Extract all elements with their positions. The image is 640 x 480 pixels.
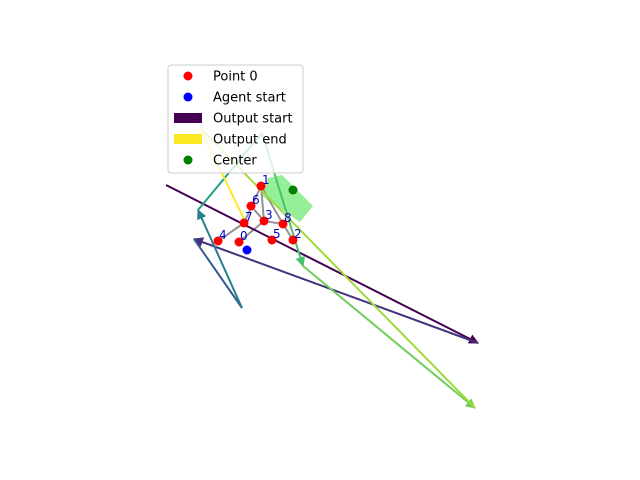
point-label: 2 (294, 227, 302, 241)
point-label: 3 (265, 208, 273, 222)
point-label: 8 (284, 211, 292, 225)
trajectory-segment (199, 127, 476, 409)
legend-label: Agent start (213, 91, 286, 106)
trajectory-segment (165, 184, 479, 344)
trajectory-segment (193, 238, 243, 309)
point-marker (234, 237, 244, 247)
legend-label: Point 0 (213, 70, 258, 85)
point-label: 6 (252, 193, 260, 207)
legend-frame (167, 64, 304, 174)
legend-patch (174, 113, 202, 123)
point-marker (259, 216, 269, 226)
point-label: 4 (219, 228, 227, 242)
highlight-polygon (262, 175, 313, 222)
trajectory-segment (302, 265, 476, 409)
point-marker (213, 236, 223, 246)
legend-marker (183, 155, 193, 165)
shape-edge (217, 222, 245, 242)
trajectory-segment (193, 237, 479, 344)
point-marker (288, 235, 298, 245)
legend-label: Center (213, 154, 257, 169)
points-layer: 0 1 2 3 4 5 6 7 8 (213, 173, 302, 255)
point-marker (256, 181, 266, 191)
legend-marker (183, 71, 193, 81)
point-marker (239, 218, 249, 228)
shape-edge (260, 185, 284, 225)
agent-start-marker (242, 245, 252, 255)
shape-edge (238, 220, 265, 243)
point-label: 5 (273, 227, 281, 241)
legend: Point 0 Agent start Output start Output end… (167, 64, 304, 174)
legend-patch (174, 134, 202, 144)
highlight-region (262, 175, 313, 222)
point-marker (246, 201, 256, 211)
center-marker (288, 185, 298, 195)
point-label: 0 (240, 229, 248, 243)
legend-label: Output start (213, 112, 293, 127)
legend-marker (183, 92, 193, 102)
point-label: 1 (262, 173, 270, 187)
point-marker (267, 235, 277, 245)
legend-label: Output end (213, 133, 287, 148)
point-marker (278, 219, 288, 229)
trajectory-segment (197, 209, 243, 309)
point-label: 7 (245, 210, 253, 224)
